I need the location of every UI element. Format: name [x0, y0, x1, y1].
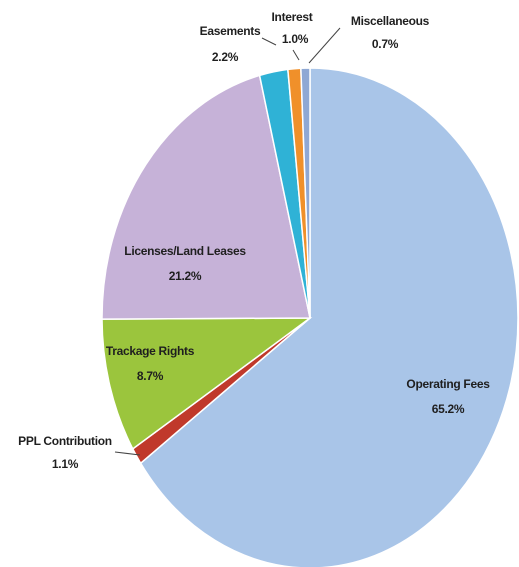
slice-label: Interest	[272, 10, 313, 24]
slice-value-label: 8.7%	[137, 369, 164, 383]
slice-value-label: 65.2%	[432, 402, 465, 416]
slice-value-label: 1.0%	[282, 32, 309, 46]
slice-label: Trackage Rights	[106, 344, 195, 358]
pie-slice	[101, 74, 311, 320]
leader-line	[114, 451, 141, 456]
slice-label: PPL Contribution	[18, 434, 112, 448]
leader-line	[292, 49, 300, 61]
pie-slice	[300, 67, 311, 319]
slice-value-label: 21.2%	[169, 269, 202, 283]
slice-label: Licenses/Land Leases	[124, 244, 246, 258]
pie-slice	[139, 67, 519, 567]
slice-label: Miscellaneous	[351, 14, 430, 28]
leader-line	[308, 27, 341, 64]
slice-label: Easements	[200, 24, 261, 38]
slice-value-label: 1.1%	[52, 457, 79, 471]
leader-line	[261, 37, 277, 46]
slice-value-label: 0.7%	[372, 37, 399, 51]
pie-slice	[101, 317, 313, 450]
slice-value-label: 2.2%	[212, 50, 239, 64]
slice-label: Operating Fees	[406, 377, 490, 391]
